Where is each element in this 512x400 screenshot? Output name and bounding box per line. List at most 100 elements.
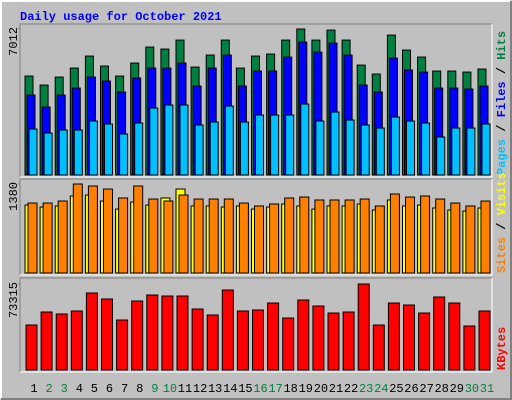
bar: [209, 121, 219, 176]
x-tick-label: 21: [329, 382, 343, 396]
bar: [297, 299, 310, 371]
bar: [314, 199, 325, 274]
bar: [134, 122, 144, 176]
bar: [270, 114, 280, 176]
bar: [299, 196, 310, 274]
bar: [435, 198, 446, 274]
bar: [119, 133, 129, 176]
bar: [372, 324, 385, 371]
x-tick-label: 30: [465, 382, 479, 396]
x-tick-label: 14: [223, 382, 237, 396]
x-tick-label: 27: [419, 382, 433, 396]
bar: [327, 312, 340, 371]
x-tick-label: 19: [299, 382, 313, 396]
bar: [176, 295, 189, 371]
bar: [357, 283, 370, 371]
x-tick-label: 15: [238, 382, 252, 396]
bar: [269, 203, 280, 274]
bar: [43, 132, 53, 176]
bar: [465, 205, 476, 274]
bar: [390, 116, 400, 176]
bar: [284, 197, 295, 274]
bar: [149, 107, 159, 176]
legend-entry: KBytes: [495, 327, 509, 370]
bar: [194, 124, 204, 176]
bar: [451, 127, 461, 176]
bar: [433, 296, 446, 371]
bar: [406, 120, 415, 176]
bar: [374, 205, 385, 274]
x-tick-label: 2: [45, 382, 52, 396]
y-max-label: 1380: [7, 182, 21, 211]
bar: [58, 129, 68, 176]
bar: [448, 302, 461, 371]
x-tick-label: 16: [253, 382, 267, 396]
bar: [463, 325, 476, 371]
legend-entry: Files: [495, 81, 509, 117]
x-tick-label: 7: [121, 382, 128, 396]
bar: [285, 114, 295, 176]
bar: [40, 311, 53, 371]
bar: [436, 136, 446, 176]
x-tick-label: 22: [344, 382, 358, 396]
bar: [255, 114, 264, 176]
bar: [148, 198, 159, 274]
panel-shadow: [19, 277, 492, 372]
bar: [85, 292, 98, 371]
x-tick-label: 31: [480, 382, 494, 396]
legend-entry: Hits: [495, 31, 509, 60]
bar: [387, 302, 400, 371]
bar: [403, 304, 415, 371]
bar: [300, 103, 310, 176]
bar: [344, 199, 355, 274]
legend-entry: Visits: [495, 172, 509, 215]
x-tick-label: 4: [76, 382, 83, 396]
x-tick-label: 23: [359, 382, 373, 396]
x-tick-label: 11: [178, 382, 192, 396]
bar: [193, 198, 204, 274]
x-tick-label: 26: [404, 382, 418, 396]
legend: Sites / Visits: [495, 172, 509, 273]
bar: [104, 123, 113, 176]
legend-entry: Pages: [495, 139, 509, 175]
bar: [252, 309, 264, 371]
bar: [73, 129, 83, 176]
x-tick-label: 3: [61, 382, 68, 396]
panel-shadow: [19, 23, 492, 177]
x-tick-label: 5: [91, 382, 98, 396]
bar: [221, 289, 234, 371]
bar: [208, 198, 219, 274]
chart-title: Daily usage for October 2021: [20, 10, 222, 24]
x-tick-label: 12: [193, 382, 207, 396]
bar: [478, 310, 491, 371]
x-tick-label: 17: [268, 382, 282, 396]
x-tick-label: 28: [434, 382, 448, 396]
bar: [133, 185, 144, 274]
bar: [178, 194, 189, 274]
x-tick-label: 13: [208, 382, 222, 396]
panel-highlight: [20, 24, 493, 178]
bar: [466, 127, 476, 176]
y-max-label: 7012: [7, 27, 21, 56]
bar: [267, 302, 280, 371]
bar: [360, 124, 370, 176]
bar: [42, 202, 53, 274]
y-max-label: 73315: [7, 282, 21, 318]
bar: [375, 127, 385, 176]
bar: [28, 128, 38, 176]
bar: [405, 196, 415, 274]
bar: [345, 119, 355, 176]
bar: [131, 300, 144, 371]
x-tick-label: 9: [151, 382, 158, 396]
legend: KBytes: [495, 327, 509, 370]
x-tick-label: 24: [374, 382, 388, 396]
bar: [418, 312, 431, 371]
bar: [179, 104, 189, 176]
bar: [101, 298, 113, 371]
bar: [359, 198, 370, 274]
x-tick-label: 1: [30, 382, 37, 396]
